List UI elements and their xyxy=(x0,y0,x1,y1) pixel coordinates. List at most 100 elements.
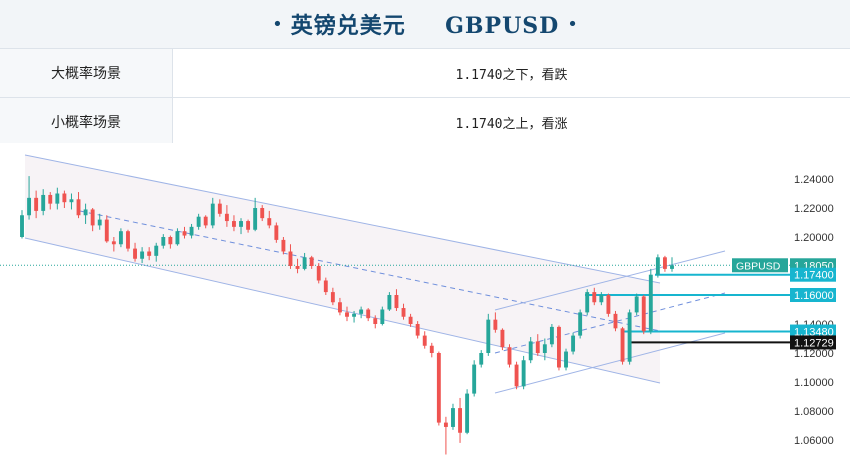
candle-body xyxy=(536,341,540,353)
channel-shading xyxy=(25,155,660,383)
candle-body xyxy=(239,221,243,227)
candle-body xyxy=(175,231,179,244)
candle-body xyxy=(550,327,554,344)
scenario-row-major: 大概率场景 1.1740之下，看跌 xyxy=(0,49,850,98)
candle-body xyxy=(557,327,561,368)
candle-body xyxy=(352,314,356,317)
candle-body xyxy=(437,353,441,423)
candle-body xyxy=(267,218,271,225)
candle-body xyxy=(642,296,646,331)
candle-body xyxy=(416,324,420,336)
chart-area: 1.240001.220001.200001.180001.160001.140… xyxy=(0,143,850,466)
scenario-label-major: 大概率场景 xyxy=(0,49,173,98)
candle-body xyxy=(486,320,490,353)
candle-body xyxy=(317,266,321,281)
candle-body xyxy=(84,209,88,215)
candle-body xyxy=(34,198,38,211)
candle-body xyxy=(373,318,377,324)
y-tick-label: 1.06000 xyxy=(794,435,834,447)
scenario-table: 大概率场景 1.1740之下，看跌 小概率场景 1.1740之上，看涨 xyxy=(0,49,850,147)
candle-body xyxy=(331,292,335,302)
candle-body xyxy=(543,344,547,353)
candle-body xyxy=(409,317,413,324)
candle-body xyxy=(133,249,137,259)
candle-body xyxy=(211,204,215,226)
candle-body xyxy=(649,275,653,332)
candle-body xyxy=(161,237,165,246)
candle-body xyxy=(479,353,483,365)
candle-body xyxy=(578,312,582,335)
y-tick-label: 1.20000 xyxy=(794,232,834,244)
title-cn: 英镑兑美元 xyxy=(291,13,406,39)
current-symbol-label: GBPUSD xyxy=(736,260,781,272)
candle-body xyxy=(430,346,434,353)
title-bullet-left: • xyxy=(272,14,283,35)
candle-body xyxy=(41,195,45,211)
candle-body xyxy=(126,231,130,248)
title-symbol: GBPUSD xyxy=(445,13,559,39)
candle-body xyxy=(147,252,151,256)
title-bar: • 英镑兑美元 GBPUSD • xyxy=(0,0,850,49)
candle-body xyxy=(472,365,476,394)
candle-body xyxy=(402,308,406,317)
candle-body xyxy=(253,208,257,230)
scenario-label-minor: 小概率场景 xyxy=(0,98,173,147)
candle-body xyxy=(599,295,603,302)
scenario-value-major: 1.1740之下，看跌 xyxy=(173,49,850,98)
candle-body xyxy=(197,217,201,227)
candle-body xyxy=(310,257,314,266)
candle-body xyxy=(48,195,52,204)
candle-body xyxy=(338,302,342,312)
candle-body xyxy=(366,310,370,319)
candle-body xyxy=(140,252,144,259)
candle-body xyxy=(232,221,236,227)
level-label-3: 1.12729 xyxy=(794,337,834,349)
candlestick-chart: 1.240001.220001.200001.180001.160001.140… xyxy=(0,143,850,466)
candle-body xyxy=(670,265,674,269)
candle-body xyxy=(303,257,307,269)
candle-body xyxy=(274,225,278,240)
candle-body xyxy=(324,281,328,293)
candle-body xyxy=(515,365,519,387)
candle-body xyxy=(529,341,533,360)
candle-body xyxy=(77,199,81,215)
candle-body xyxy=(564,352,568,368)
candle-body xyxy=(91,209,95,225)
candle-body xyxy=(606,295,610,314)
y-tick-label: 1.22000 xyxy=(794,203,834,215)
candle-body xyxy=(55,194,59,204)
candle-body xyxy=(154,246,158,256)
level-label-1: 1.16000 xyxy=(794,290,834,302)
candle-body xyxy=(225,214,229,221)
candle-body xyxy=(493,320,497,330)
y-tick-label: 1.24000 xyxy=(794,174,834,186)
y-tick-label: 1.08000 xyxy=(794,406,834,418)
candle-body xyxy=(260,208,264,218)
candle-body xyxy=(204,217,208,226)
candle-body xyxy=(500,330,504,347)
level-label-0: 1.17400 xyxy=(794,270,834,282)
candle-body xyxy=(592,292,596,302)
candle-body xyxy=(571,336,575,352)
page-title: 英镑兑美元 GBPUSD xyxy=(291,8,559,40)
scenario-row-minor: 小概率场景 1.1740之上，看涨 xyxy=(0,98,850,147)
candle-body xyxy=(522,360,526,386)
candle-body xyxy=(614,314,618,329)
candle-body xyxy=(395,295,399,308)
candle-body xyxy=(423,336,427,346)
candle-body xyxy=(27,198,31,215)
candle-body xyxy=(451,408,455,427)
candle-body xyxy=(168,237,172,244)
candle-body xyxy=(62,194,66,203)
scenario-value-minor: 1.1740之上，看涨 xyxy=(173,98,850,147)
candle-body xyxy=(387,295,391,310)
candle-body xyxy=(70,199,74,202)
candle-body xyxy=(663,257,667,269)
candle-body xyxy=(296,266,300,269)
candle-body xyxy=(628,312,632,361)
title-bullet-right: • xyxy=(567,14,578,35)
candle-body xyxy=(465,394,469,433)
candle-body xyxy=(281,240,285,252)
candle-body xyxy=(119,231,123,244)
candle-body xyxy=(289,252,293,267)
